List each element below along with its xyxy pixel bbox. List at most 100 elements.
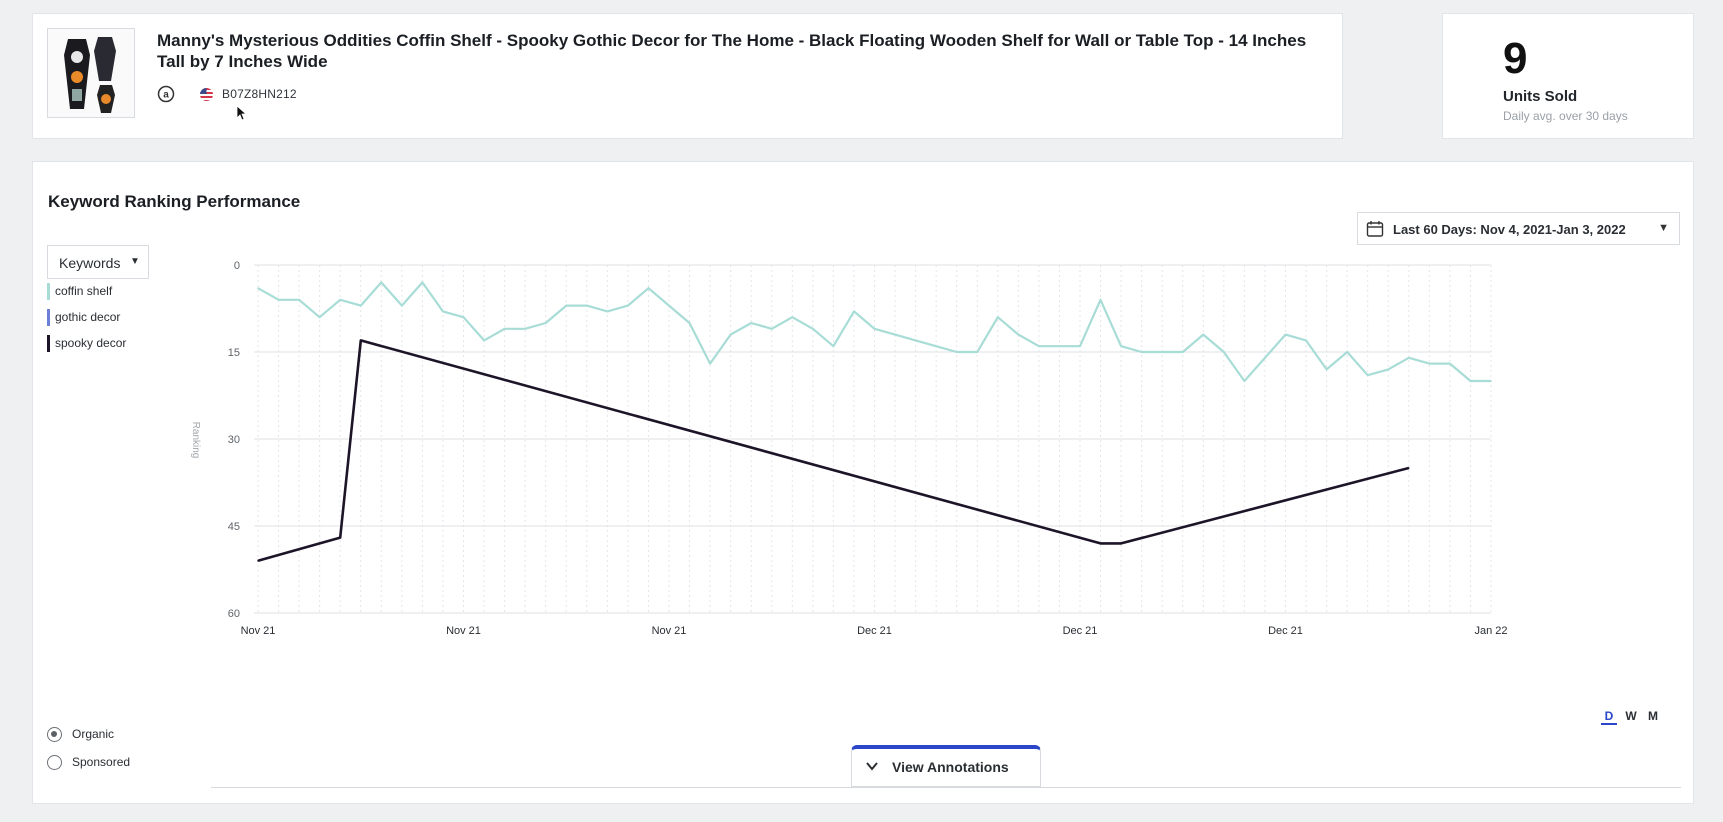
data-point [339, 536, 342, 539]
amazon-icon[interactable]: a [157, 85, 175, 103]
data-point [318, 316, 321, 318]
legend-color-swatch [47, 283, 50, 300]
data-point [544, 322, 547, 324]
data-point [401, 304, 403, 307]
period-monthly-button[interactable]: M [1648, 709, 1658, 723]
data-point [503, 328, 506, 330]
data-point [1243, 380, 1246, 382]
data-point [524, 328, 526, 330]
data-point [1449, 362, 1451, 365]
keyword-legend-coffin-shelf[interactable]: coffin shelf [47, 283, 112, 301]
keywords-dropdown[interactable]: Keywords ▼ [47, 245, 149, 279]
y-tick-label: 15 [228, 347, 240, 359]
y-tick-label: 45 [228, 521, 240, 533]
data-point [1387, 368, 1390, 371]
product-card: Manny's Mysterious Oddities Coffin Shelf… [32, 13, 1343, 139]
data-point [1469, 380, 1472, 382]
series-line-spooky-decor [257, 339, 1410, 563]
x-tick-label: Nov 21 [241, 625, 276, 637]
units-sold-sublabel: Daily avg. over 30 days [1503, 109, 1628, 123]
data-point [1490, 380, 1492, 382]
data-point [1202, 333, 1205, 336]
data-point [483, 339, 485, 342]
data-point [1038, 345, 1040, 347]
product-image[interactable] [47, 28, 135, 118]
radio-selected-dot [51, 731, 57, 737]
x-tick-label: Dec 21 [857, 625, 892, 637]
data-point [380, 281, 383, 284]
data-point [298, 299, 300, 301]
calendar-icon [1366, 221, 1384, 237]
data-point [1161, 351, 1163, 353]
data-point [565, 304, 568, 307]
asin-code[interactable]: B07Z8HN212 [222, 87, 297, 101]
data-point [627, 304, 629, 307]
data-point [606, 310, 609, 313]
keywords-dropdown-label: Keywords [59, 255, 121, 271]
data-point [1099, 542, 1102, 545]
data-point [442, 310, 444, 313]
data-point [997, 316, 999, 318]
data-point [1346, 351, 1348, 353]
caret-down-icon: ▼ [1658, 222, 1669, 234]
date-range-label: Last 60 Days: Nov 4, 2021-Jan 3, 2022 [1393, 222, 1626, 237]
product-title: Manny's Mysterious Oddities Coffin Shelf… [157, 31, 1307, 71]
x-tick-label: Nov 21 [446, 625, 481, 637]
data-point [339, 299, 342, 301]
keyword-legend-spooky-decor[interactable]: spooky decor [47, 335, 126, 353]
data-point [1325, 368, 1328, 371]
data-point [1264, 357, 1266, 359]
data-point [1305, 339, 1307, 342]
data-point [935, 345, 937, 347]
data-point [853, 310, 855, 313]
data-point [1099, 299, 1102, 301]
coffin-shelf-image [64, 37, 116, 113]
keyword-legend-gothic-decor[interactable]: gothic decor [47, 309, 120, 327]
data-point [791, 316, 794, 318]
data-point [688, 322, 691, 324]
data-point [873, 328, 876, 330]
data-point [360, 304, 362, 307]
y-tick-label: 0 [234, 260, 240, 272]
y-tick-label: 30 [228, 434, 240, 446]
radio-button[interactable] [47, 755, 62, 770]
data-point [1182, 351, 1184, 353]
keyword-label: gothic decor [55, 310, 121, 324]
legend-color-swatch [47, 309, 50, 326]
view-annotations-button[interactable]: View Annotations [851, 745, 1041, 787]
data-point [1428, 362, 1431, 365]
units-sold-card: 9 Units Sold Daily avg. over 30 days [1442, 13, 1694, 139]
data-point [1408, 357, 1410, 359]
svg-text:a: a [163, 90, 169, 101]
radio-label: Organic [72, 727, 115, 741]
data-point [1079, 345, 1081, 347]
period-weekly-button[interactable]: W [1625, 709, 1637, 723]
data-point [1058, 345, 1061, 347]
radio-button[interactable] [47, 727, 62, 742]
data-point [1223, 351, 1225, 353]
data-point [360, 339, 362, 342]
x-tick-label: Nov 21 [652, 625, 687, 637]
units-sold-value: 9 [1503, 34, 1528, 83]
data-point [1017, 333, 1020, 336]
data-point [1140, 351, 1143, 353]
date-range-picker[interactable]: Last 60 Days: Nov 4, 2021-Jan 3, 2022 ▼ [1357, 212, 1680, 245]
data-point [1120, 345, 1122, 347]
annotations-divider [211, 787, 1681, 788]
data-point [647, 287, 650, 289]
data-point [894, 333, 896, 336]
data-point [955, 351, 958, 353]
y-axis-label: Ranking [190, 422, 201, 459]
data-point [832, 345, 835, 347]
keyword-ranking-card: Keyword Ranking Performance Last 60 Days… [32, 161, 1694, 804]
data-point [709, 362, 711, 365]
chart-title: Keyword Ranking Performance [48, 192, 301, 211]
y-tick-label: 60 [228, 608, 240, 620]
data-point [586, 304, 588, 307]
legend-color-swatch [47, 335, 50, 352]
data-point [1408, 467, 1410, 469]
period-daily-button[interactable]: D [1601, 707, 1617, 725]
data-point [976, 351, 979, 353]
data-point [277, 299, 280, 301]
x-tick-label: Jan 22 [1474, 625, 1507, 637]
